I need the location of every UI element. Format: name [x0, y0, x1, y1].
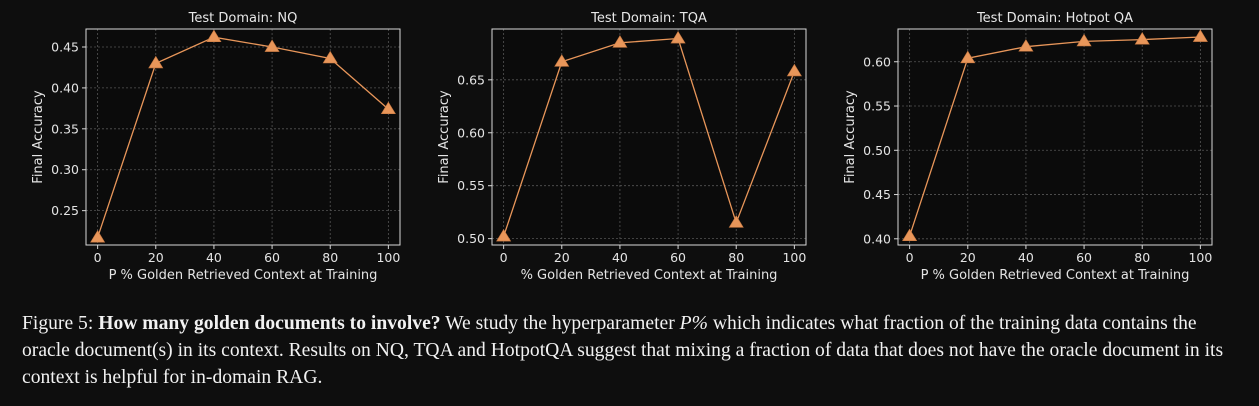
x-axis-label: P % Golden Retrieved Context at Training — [109, 268, 378, 283]
y-tick-label: 0.60 — [457, 125, 485, 140]
data-point-marker — [496, 228, 512, 242]
y-tick-label: 0.55 — [457, 178, 485, 193]
x-tick-label: 20 — [960, 250, 976, 265]
chart-panel-hotpotqa: 0 20 40 60 80 100 0.40 0.45 0.50 0.55 0.60 Test Dom… — [812, 0, 1217, 300]
y-axis-label: Final Accuracy — [843, 90, 858, 184]
chart-hotpotqa: 0 20 40 60 80 100 0.40 0.45 0.50 0.55 0.60 Test Dom… — [843, 11, 1213, 283]
y-tick-label: 0.55 — [863, 99, 891, 114]
data-point-marker — [554, 54, 570, 67]
x-tick-label: 60 — [1076, 250, 1092, 265]
chart-title: Test Domain: TQA — [590, 11, 707, 26]
data-point-marker — [1076, 33, 1092, 47]
data-point-marker — [728, 215, 744, 228]
y-tick-label: 0.40 — [863, 231, 891, 246]
x-tick-label: 0 — [94, 250, 102, 265]
y-tick-label: 0.65 — [457, 72, 485, 87]
data-point-marker — [1018, 39, 1034, 52]
x-tick-label: 60 — [264, 250, 280, 265]
x-tick-label: 20 — [554, 250, 570, 265]
plot-area — [86, 29, 400, 245]
y-tick-label: 0.30 — [51, 162, 79, 177]
plot-frame — [491, 28, 807, 246]
data-point-marker — [90, 230, 106, 243]
data-point-marker — [148, 55, 164, 69]
figure-charts: 0 20 40 60 80 100 0.25 0.30 0.35 0.40 0.45 Test Dom… — [0, 0, 1217, 300]
caption-text-1: We study the hyperparameter — [440, 313, 680, 334]
x-tick-label: 20 — [148, 250, 164, 265]
data-point-marker — [322, 50, 338, 64]
data-point-marker — [206, 29, 222, 43]
y-axis-label: Final Accuracy — [437, 90, 452, 184]
chart-nq: 0 20 40 60 80 100 0.25 0.30 0.35 0.40 0.45 Test Dom… — [31, 11, 401, 283]
data-point-marker — [786, 63, 802, 77]
x-tick-label: 100 — [1188, 250, 1212, 265]
caption-bold-question: How many golden documents to involve? — [98, 313, 441, 334]
x-axis-label: % Golden Retrieved Context at Training — [521, 268, 778, 283]
x-tick-label: 0 — [906, 250, 914, 265]
y-tick-label: 0.45 — [51, 40, 79, 55]
y-tick-label: 0.45 — [863, 187, 891, 202]
data-point-marker — [1192, 29, 1208, 42]
y-tick-label: 0.60 — [863, 54, 891, 69]
y-axis-label: Final Accuracy — [31, 90, 46, 184]
data-point-marker — [264, 39, 280, 52]
x-tick-label: 80 — [728, 250, 744, 265]
y-tick-label: 0.50 — [457, 231, 485, 246]
chart-panel-nq: 0 20 40 60 80 100 0.25 0.30 0.35 0.40 0.45 Test Dom… — [0, 0, 405, 300]
data-point-marker — [670, 30, 686, 44]
chart-panel-tqa: 0 20 40 60 80 100 0.50 0.55 0.60 0.65 Test Domain:… — [406, 0, 811, 300]
caption-text-2: which indicates what fraction of the tra… — [22, 313, 1224, 388]
chart-title: Test Domain: NQ — [188, 11, 298, 26]
chart-tqa: 0 20 40 60 80 100 0.50 0.55 0.60 0.65 Test Domain:… — [437, 11, 807, 283]
series-line — [502, 37, 796, 237]
x-tick-label: 0 — [500, 250, 508, 265]
plot-area — [898, 29, 1212, 245]
y-tick-label: 0.35 — [51, 121, 79, 136]
caption-math-p: P% — [679, 313, 708, 334]
y-tick-label: 0.25 — [51, 203, 79, 218]
x-tick-label: 40 — [612, 250, 628, 265]
caption-label: Figure 5: — [22, 313, 99, 334]
plot-frame — [897, 28, 1213, 246]
x-tick-label: 80 — [1134, 250, 1150, 265]
figure-caption: Figure 5: How many golden documents to i… — [22, 310, 1244, 391]
plot-area — [492, 29, 806, 245]
data-point-marker — [960, 50, 976, 64]
x-tick-label: 40 — [1018, 250, 1034, 265]
x-tick-label: 100 — [376, 250, 400, 265]
x-tick-label: 60 — [670, 250, 686, 265]
chart-title: Test Domain: Hotpot QA — [976, 11, 1133, 26]
data-point-marker — [1134, 32, 1150, 45]
series-line — [96, 36, 389, 238]
data-point-marker — [612, 35, 628, 48]
series-line — [908, 36, 1201, 237]
x-tick-label: 80 — [322, 250, 338, 265]
x-tick-label: 100 — [782, 250, 806, 265]
y-tick-label: 0.50 — [863, 143, 891, 158]
x-axis-label: P % Golden Retrieved Context at Training — [921, 268, 1190, 283]
data-point-marker — [902, 228, 918, 241]
plot-frame — [85, 28, 401, 246]
y-tick-label: 0.40 — [51, 80, 79, 95]
x-tick-label: 40 — [206, 250, 222, 265]
data-point-marker — [380, 101, 396, 115]
